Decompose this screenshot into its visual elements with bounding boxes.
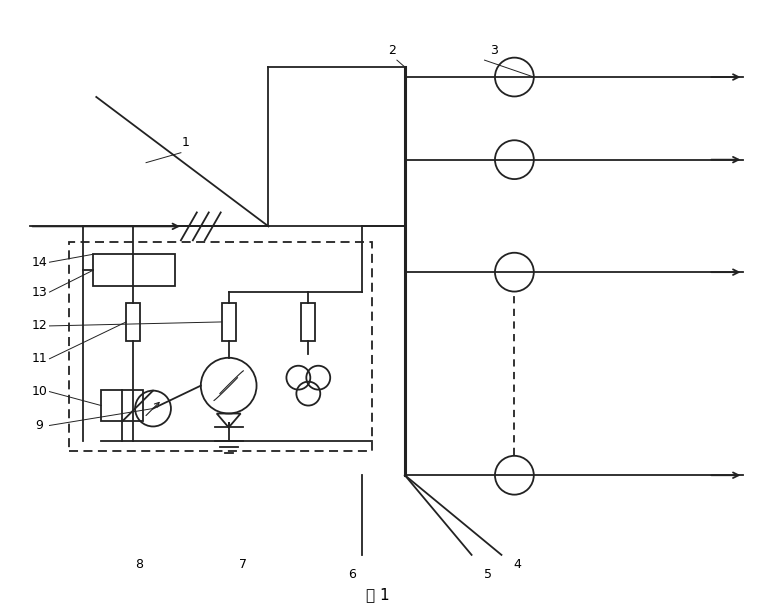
Text: 2: 2 <box>388 44 396 56</box>
Bar <box>126 303 140 341</box>
Text: 14: 14 <box>32 255 48 269</box>
Text: 图 1: 图 1 <box>366 587 390 602</box>
Bar <box>70 243 372 451</box>
Text: 13: 13 <box>32 286 48 298</box>
Bar <box>93 254 175 286</box>
Text: 7: 7 <box>238 558 247 572</box>
Text: 1: 1 <box>182 136 190 149</box>
Text: 12: 12 <box>32 319 48 332</box>
Text: 9: 9 <box>36 419 43 432</box>
Text: 6: 6 <box>348 569 356 581</box>
Bar <box>222 303 235 341</box>
Bar <box>101 390 143 421</box>
Text: 5: 5 <box>484 569 491 581</box>
Text: 4: 4 <box>513 558 522 572</box>
Text: 10: 10 <box>32 385 48 398</box>
Text: 8: 8 <box>135 558 143 572</box>
Text: 3: 3 <box>491 44 498 56</box>
Text: 11: 11 <box>32 352 48 365</box>
Bar <box>301 303 315 341</box>
